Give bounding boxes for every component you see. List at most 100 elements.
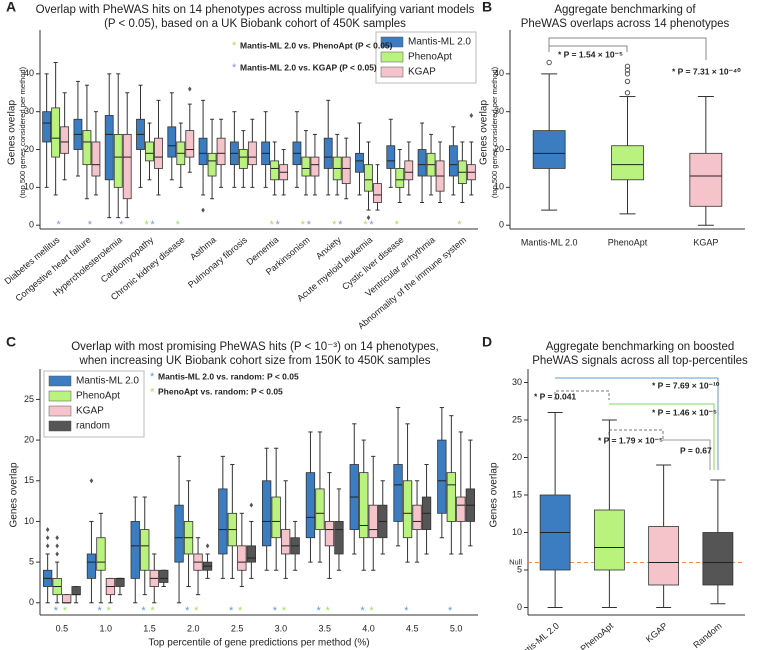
y-tick-label: 10 [24, 516, 34, 526]
significance-star: * [369, 605, 374, 617]
box [91, 141, 101, 177]
x-tick-label: 3.5 [318, 623, 331, 633]
y-tick-label: 20 [24, 144, 34, 154]
legend-significance: PhenoApt vs. random: P < 0.05 [158, 387, 283, 397]
legend-swatch [48, 405, 72, 417]
flier [624, 78, 631, 85]
significance-star: * [332, 219, 337, 231]
box [456, 496, 466, 522]
box [437, 439, 447, 514]
bracket [548, 45, 628, 52]
legend-label: random [76, 421, 110, 432]
x-tick-label: 2.5 [231, 623, 244, 633]
box [446, 472, 457, 522]
flier [45, 535, 50, 541]
box [315, 488, 325, 530]
flier [624, 67, 631, 73]
significance-star: * [229, 605, 234, 617]
y-tick-label: 0 [29, 597, 34, 607]
box [310, 156, 320, 177]
box [404, 160, 414, 181]
significance-star: * [363, 219, 368, 231]
box [159, 569, 169, 583]
y-axis-label: Genes overlap [489, 462, 500, 527]
box [218, 488, 228, 555]
box [237, 545, 247, 571]
box [96, 537, 106, 571]
x-tick-label: 4.0 [362, 623, 375, 633]
box [393, 464, 403, 522]
significance-star: * [54, 605, 59, 617]
x-tick-label: Diabetes mellitus [3, 234, 62, 286]
y-tick-label: 20 [24, 434, 34, 444]
panel-title: Overlap with most promising PheWAS hits … [71, 341, 439, 353]
legend-label: PhenoApt [76, 391, 120, 402]
box [702, 532, 734, 586]
y-tick-label: 10 [494, 182, 504, 192]
legend-star: * [232, 62, 237, 74]
panel-title: Overlap with PheWAS hits on 14 phenotype… [36, 4, 475, 16]
y-tick-label: 30 [512, 377, 522, 387]
legend-label: Mantis-ML 2.0 [76, 376, 139, 387]
legend-swatch [48, 390, 72, 402]
significance-star: * [307, 219, 312, 231]
box [368, 504, 378, 539]
legend-swatch [380, 51, 404, 63]
significance-star: * [301, 219, 306, 231]
box [412, 504, 422, 530]
y-axis-label: Genes overlap [479, 100, 490, 165]
x-tick-label: 0.5 [56, 623, 69, 633]
box [140, 529, 150, 571]
legend-star: * [232, 40, 237, 52]
legend-swatch [380, 36, 404, 48]
x-tick-label: Random [691, 621, 723, 650]
significance-star: * [360, 605, 365, 617]
significance-star: * [273, 605, 278, 617]
x-tick-label: KGAP [644, 621, 670, 645]
flier [45, 527, 50, 533]
x-tick-label: KGAP [693, 237, 718, 247]
legend-label: Mantis-ML 2.0 [408, 37, 471, 48]
significance-star: * [369, 219, 374, 231]
box [104, 115, 114, 181]
box [417, 149, 427, 177]
box [113, 133, 123, 188]
panel-title: PheWAS overlaps across 14 phenotypes [521, 18, 730, 30]
panel-title: Aggregate benchmarking of [554, 4, 696, 16]
panel-title: (P < 0.05), based on a UK Biobank cohort… [104, 18, 406, 30]
significance-star: * [404, 605, 409, 617]
box [334, 521, 344, 555]
box [42, 111, 52, 143]
box [207, 152, 217, 177]
significance-star: * [57, 219, 62, 231]
significance-star: * [63, 605, 68, 617]
box [648, 526, 680, 586]
y-tick-label: 20 [494, 144, 504, 154]
significance-star: * [457, 219, 462, 231]
box [216, 137, 226, 166]
significance-star: * [238, 605, 243, 617]
y-tick-label: 0 [499, 220, 504, 230]
box [402, 480, 413, 539]
legend-label: KGAP [408, 67, 436, 78]
legend-swatch [48, 420, 72, 432]
y-tick-label: 20 [512, 452, 522, 462]
significance-star: * [150, 219, 155, 231]
significance-star: * [338, 219, 343, 231]
legend-significance: Mantis-ML 2.0 vs. random: P < 0.05 [158, 371, 299, 381]
flier [249, 502, 254, 508]
significance-star: * [119, 219, 124, 231]
significance-star: * [185, 605, 190, 617]
y-tick-label: 0 [29, 220, 34, 230]
box [62, 594, 72, 604]
box [386, 145, 396, 169]
legend-label: KGAP [76, 406, 104, 417]
box [71, 586, 81, 596]
legend-swatch [48, 375, 72, 387]
bracket [555, 377, 719, 470]
flier [45, 543, 50, 549]
box [448, 145, 458, 177]
brackets-d [554, 377, 719, 470]
significance-star: * [276, 219, 281, 231]
box [373, 183, 382, 203]
